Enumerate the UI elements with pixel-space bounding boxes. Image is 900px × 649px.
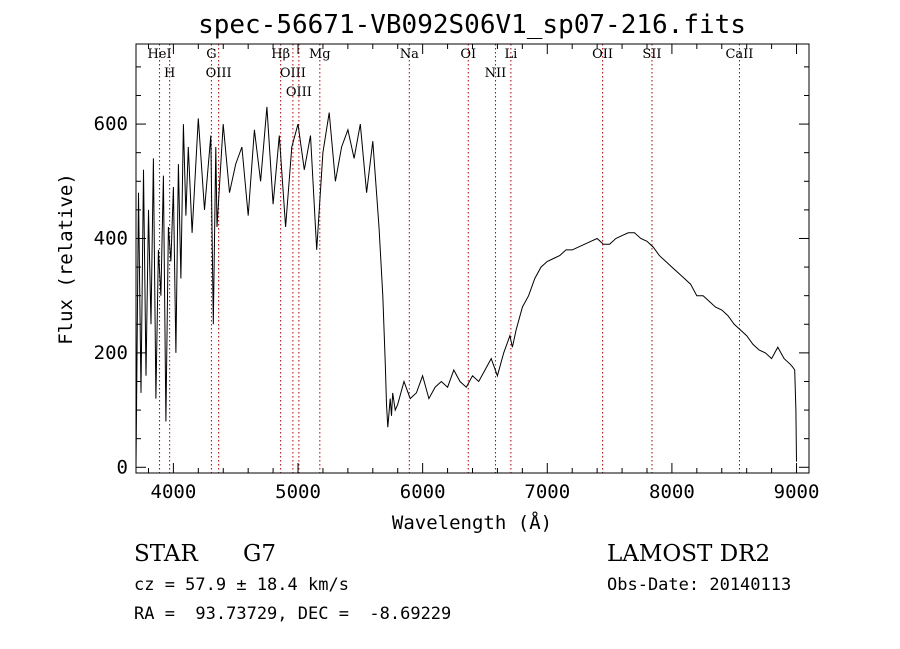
spectral-line-label: HeI xyxy=(147,47,171,62)
spectral-line-label: OIII xyxy=(206,66,232,81)
spectral-line-label: OII xyxy=(592,47,613,62)
y-tick-label: 0 xyxy=(117,456,128,478)
coordinates: RA = 93.73729, DEC = -8.69229 xyxy=(134,604,452,624)
x-axis-label: Wavelength (Å) xyxy=(392,511,552,534)
y-tick-label: 400 xyxy=(94,227,128,249)
spectral-line-label: SII xyxy=(642,47,661,62)
spectral-line-label: H xyxy=(164,66,175,81)
y-tick-label: 600 xyxy=(94,113,128,135)
chart-title: spec-56671-VB092S06V1_sp07-216.fits xyxy=(198,10,746,40)
spectral-line-label: G xyxy=(206,47,216,62)
spectrum-line xyxy=(135,106,797,468)
spectral-line-label: Li xyxy=(504,47,517,62)
spectral-line-label: OIII xyxy=(280,66,306,81)
x-tick-label: 8000 xyxy=(649,481,695,503)
x-tick-label: 4000 xyxy=(151,481,197,503)
object-class: STAR xyxy=(134,541,198,567)
y-axis-label: Flux (relative) xyxy=(55,173,77,345)
spectral-line-label: Hβ xyxy=(271,47,290,62)
spectral-line-label: CaII xyxy=(725,47,753,62)
x-tick-label: 5000 xyxy=(275,481,321,503)
spectral-line-label: OIII xyxy=(286,85,312,100)
redshift-velocity: cz = 57.9 ± 18.4 km/s xyxy=(134,575,349,595)
x-tick-label: 7000 xyxy=(524,481,570,503)
spectrum-series xyxy=(135,106,797,468)
object-subclass: G7 xyxy=(243,541,277,567)
spectral-line-label: Mg xyxy=(309,47,331,62)
spectral-line-label: OI xyxy=(460,47,476,62)
observation-date: Obs-Date: 20140113 xyxy=(607,575,792,595)
spectral-line-label: Na xyxy=(400,47,419,62)
survey-name: LAMOST DR2 xyxy=(607,541,771,567)
y-tick-label: 200 xyxy=(94,342,128,364)
x-tick-label: 6000 xyxy=(400,481,446,503)
spectral-line-label: NII xyxy=(485,66,507,81)
plot-frame xyxy=(135,43,810,474)
axis-ticks: 4000 5000 6000 7000 8000 9000 0 200 400 600 xyxy=(94,44,820,503)
x-tick-label: 9000 xyxy=(774,481,820,503)
